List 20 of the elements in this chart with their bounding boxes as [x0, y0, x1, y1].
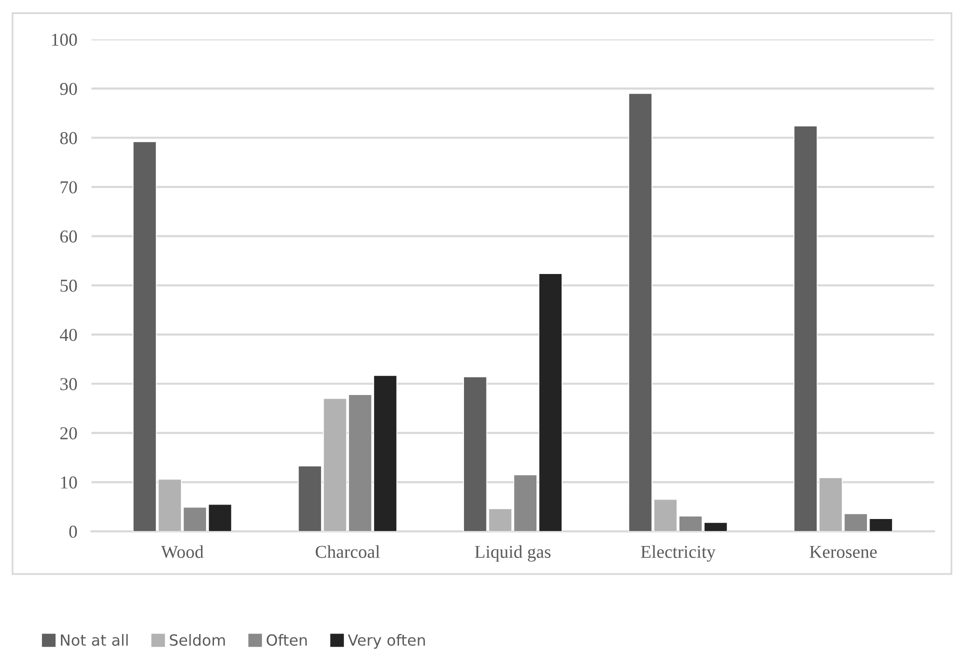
- y-tick-label: 10: [61, 476, 77, 489]
- y-tick-label: 100: [52, 34, 77, 46]
- x-tick-label: Charcoal: [316, 545, 380, 558]
- y-tick-label: 90: [60, 82, 77, 95]
- y-tick-label: 40: [60, 328, 77, 341]
- y-tick-label: 0: [69, 526, 77, 538]
- x-tick-label: Electricity: [640, 545, 716, 562]
- y-tick-label: 30: [60, 378, 77, 390]
- y-tick-label: 60: [60, 230, 77, 243]
- x-tick-label: Wood: [161, 545, 204, 558]
- x-tick-label: Kerosene: [810, 546, 877, 558]
- y-tick-label: 80: [60, 132, 77, 144]
- legend-label: Not at all: [60, 634, 128, 646]
- y-tick-label: 70: [60, 181, 77, 194]
- y-tick-label: 20: [60, 427, 77, 440]
- legend-label: Very often: [348, 634, 425, 649]
- y-tick-label: 50: [60, 280, 77, 292]
- x-tick-label: Liquid gas: [474, 545, 551, 562]
- legend-label: Seldom: [170, 634, 225, 646]
- legend-label: Often: [266, 634, 307, 646]
